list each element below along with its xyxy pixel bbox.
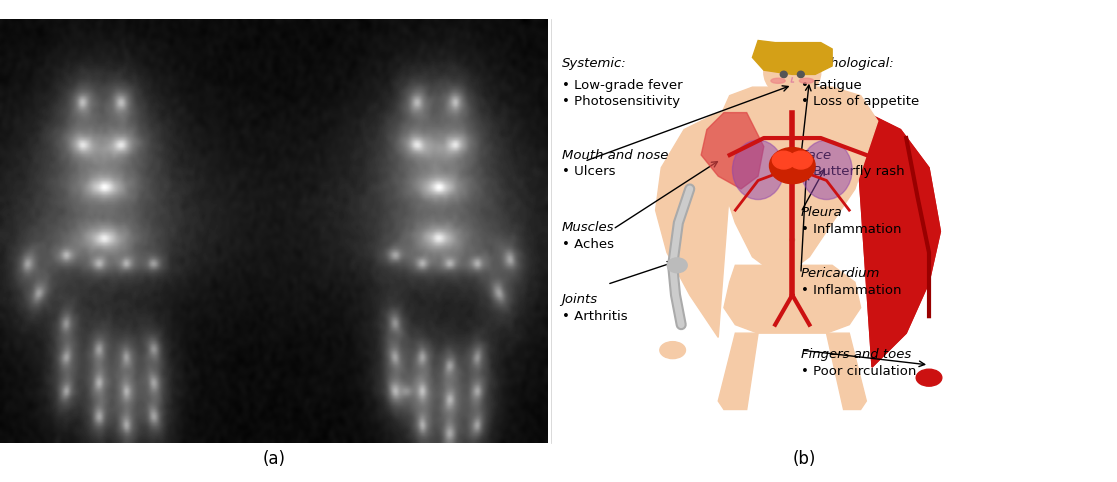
- Text: (a): (a): [262, 450, 285, 468]
- Ellipse shape: [770, 147, 815, 184]
- Text: • Aches: • Aches: [562, 238, 613, 251]
- Ellipse shape: [772, 151, 795, 169]
- Polygon shape: [753, 40, 832, 74]
- Text: • Inflammation: • Inflammation: [801, 284, 901, 297]
- Text: • Low-grade fever: • Low-grade fever: [562, 79, 682, 92]
- Polygon shape: [718, 333, 758, 410]
- Ellipse shape: [801, 140, 852, 200]
- Polygon shape: [724, 265, 860, 333]
- Ellipse shape: [781, 71, 787, 78]
- Polygon shape: [827, 333, 867, 410]
- Text: Systemic:: Systemic:: [562, 57, 627, 70]
- Text: Fingers and toes: Fingers and toes: [801, 348, 911, 361]
- Ellipse shape: [660, 342, 686, 359]
- Ellipse shape: [800, 78, 813, 83]
- Text: Mouth and nose: Mouth and nose: [562, 148, 668, 161]
- Polygon shape: [713, 87, 878, 265]
- Text: Muscles: Muscles: [562, 221, 614, 234]
- Polygon shape: [701, 113, 764, 189]
- Polygon shape: [855, 113, 941, 367]
- Ellipse shape: [790, 151, 812, 169]
- Polygon shape: [656, 113, 735, 337]
- Text: • Poor circulation: • Poor circulation: [801, 365, 916, 378]
- Text: (b): (b): [793, 450, 815, 468]
- Text: • Butterfly rash: • Butterfly rash: [801, 165, 905, 178]
- Text: • Inflammation: • Inflammation: [801, 223, 901, 236]
- Text: • Arthritis: • Arthritis: [562, 310, 628, 322]
- Ellipse shape: [916, 369, 942, 386]
- Text: Joints: Joints: [562, 293, 598, 306]
- Ellipse shape: [798, 71, 804, 78]
- Text: • Photosensitivity: • Photosensitivity: [562, 95, 680, 108]
- Ellipse shape: [733, 140, 784, 200]
- Polygon shape: [855, 113, 941, 367]
- Text: • Fatigue: • Fatigue: [801, 79, 861, 92]
- Text: Pleura: Pleura: [801, 206, 842, 219]
- Polygon shape: [779, 89, 806, 98]
- Ellipse shape: [667, 258, 687, 273]
- Text: Psychological:: Psychological:: [801, 57, 895, 70]
- Text: Face: Face: [801, 148, 832, 161]
- Ellipse shape: [771, 78, 785, 83]
- Text: Pericardium: Pericardium: [801, 268, 880, 280]
- Ellipse shape: [790, 238, 794, 241]
- Text: • Ulcers: • Ulcers: [562, 165, 615, 178]
- Text: • Loss of appetite: • Loss of appetite: [801, 95, 919, 108]
- Ellipse shape: [764, 47, 821, 98]
